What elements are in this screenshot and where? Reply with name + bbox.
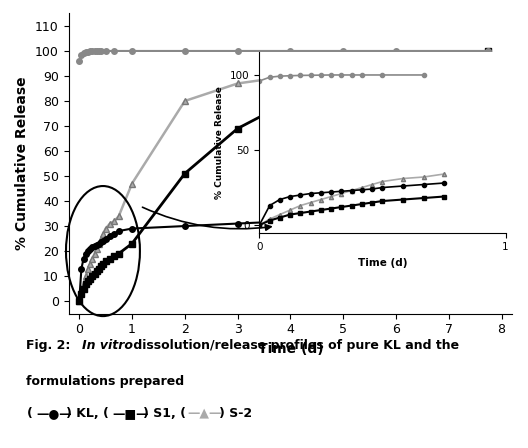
Text: dissolution/release profiles of pure KL and the: dissolution/release profiles of pure KL …: [129, 340, 459, 353]
X-axis label: Time (d): Time (d): [258, 342, 323, 356]
Text: —▲—: —▲—: [187, 407, 222, 420]
Text: —●—: —●—: [36, 407, 71, 420]
Y-axis label: % Cumulative Release: % Cumulative Release: [15, 77, 30, 250]
Text: (: (: [26, 407, 32, 420]
Text: Fig. 2:: Fig. 2:: [26, 340, 75, 353]
Text: formulations prepared: formulations prepared: [26, 375, 184, 388]
Text: ) S-2: ) S-2: [219, 407, 252, 420]
Text: ) S1, (: ) S1, (: [143, 407, 185, 420]
Text: —■—: —■—: [112, 407, 148, 420]
Text: ) KL, (: ) KL, (: [66, 407, 109, 420]
Text: In vitro: In vitro: [82, 340, 133, 353]
